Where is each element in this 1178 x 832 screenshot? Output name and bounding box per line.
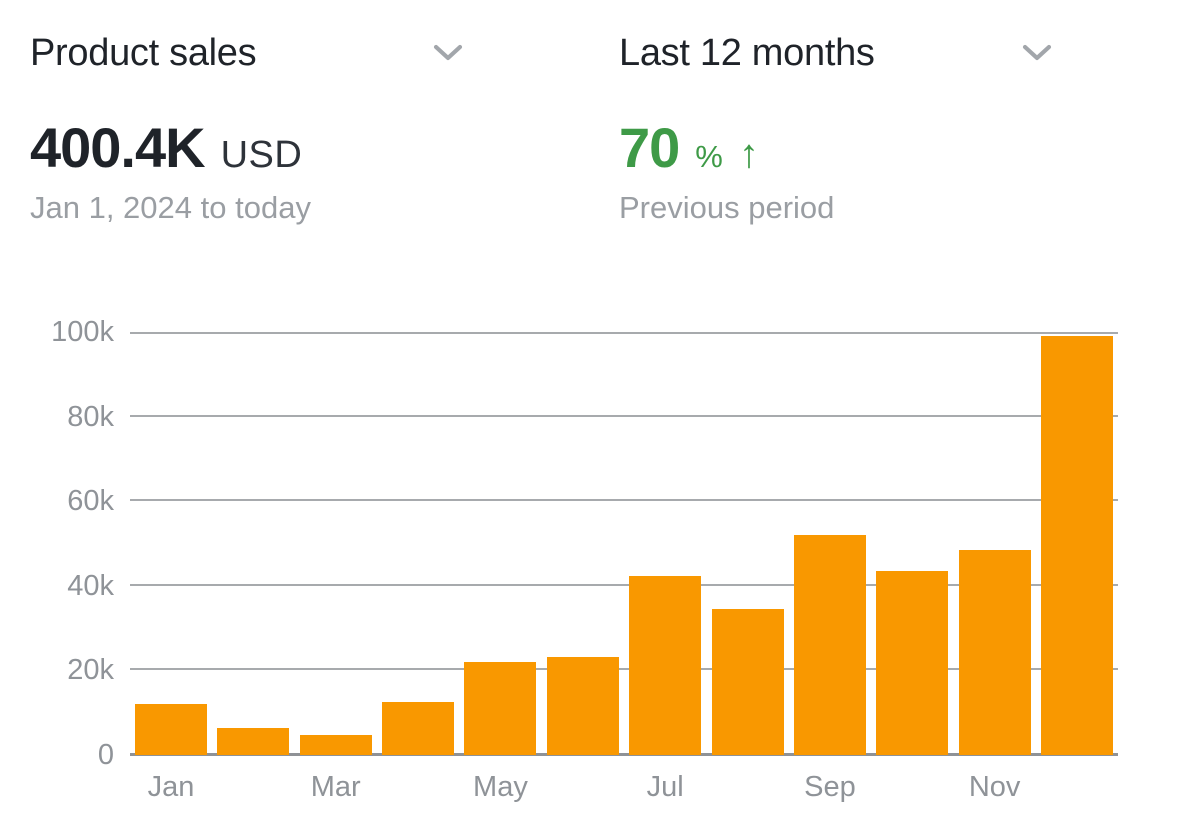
gridline xyxy=(130,499,1118,502)
metric-value: 400.4K USD xyxy=(30,120,464,178)
chevron-down-icon xyxy=(433,44,463,61)
y-tick-label: 40k xyxy=(67,569,114,602)
x-axis-baseline xyxy=(130,753,1118,756)
date-range-selector[interactable]: Last 12 months xyxy=(619,30,1053,76)
gridline xyxy=(130,668,1118,671)
bar-jun[interactable] xyxy=(546,657,619,755)
comparison-column: Last 12 months 70 % ↑ Previous period xyxy=(619,30,1053,226)
bar-jul[interactable] xyxy=(629,575,702,755)
bar-sep[interactable] xyxy=(793,535,866,755)
date-range-selector-label: Last 12 months xyxy=(619,32,875,74)
bar-nov[interactable] xyxy=(958,550,1031,755)
change-percent-number: 70 xyxy=(619,116,680,179)
x-tick-label: Jul xyxy=(646,771,684,803)
bar-feb[interactable] xyxy=(217,727,290,755)
bar-dec[interactable] xyxy=(1041,336,1113,755)
metric-value-number: 400.4K xyxy=(30,116,206,179)
y-tick-label: 80k xyxy=(67,400,114,433)
arrow-up-icon: ↑ xyxy=(738,132,759,176)
gridline xyxy=(130,414,1118,417)
plot-area xyxy=(130,332,1118,756)
bar-aug[interactable] xyxy=(711,608,784,755)
comparison-caption: Previous period xyxy=(619,190,835,225)
change-value: 70 % ↑ xyxy=(619,120,1053,178)
gridline xyxy=(130,332,1118,334)
x-axis-labels: Jan Mar May Jul Sep Nov xyxy=(130,769,1118,809)
gridline xyxy=(130,583,1118,586)
x-tick-label: May xyxy=(473,771,528,803)
bar-apr[interactable] xyxy=(382,702,455,755)
x-tick-label: Jan xyxy=(147,771,195,803)
metric-column: Product sales 400.4K USD Jan 1, 2024 to … xyxy=(30,30,464,226)
bar-jan[interactable] xyxy=(135,704,207,755)
bar-may[interactable] xyxy=(464,662,537,755)
x-tick-label: Mar xyxy=(310,771,361,803)
metric-selector[interactable]: Product sales xyxy=(30,30,464,76)
date-range-caption: Jan 1, 2024 to today xyxy=(30,190,311,225)
x-tick-label: Nov xyxy=(968,771,1021,803)
y-tick-label: 100k xyxy=(51,316,114,348)
y-tick-label: 0 xyxy=(97,739,114,771)
y-axis-labels: 0 20k 40k 60k 80k 100k xyxy=(0,316,114,771)
metric-value-unit: USD xyxy=(220,134,303,176)
x-tick-label: Sep xyxy=(804,771,856,803)
metric-selector-label: Product sales xyxy=(30,32,257,74)
y-tick-label: 60k xyxy=(67,485,114,518)
bar-oct[interactable] xyxy=(876,571,949,755)
chevron-down-icon xyxy=(1022,44,1052,61)
y-tick-label: 20k xyxy=(67,654,114,687)
bar-mar[interactable] xyxy=(299,734,372,755)
percent-sign: % xyxy=(695,139,723,174)
